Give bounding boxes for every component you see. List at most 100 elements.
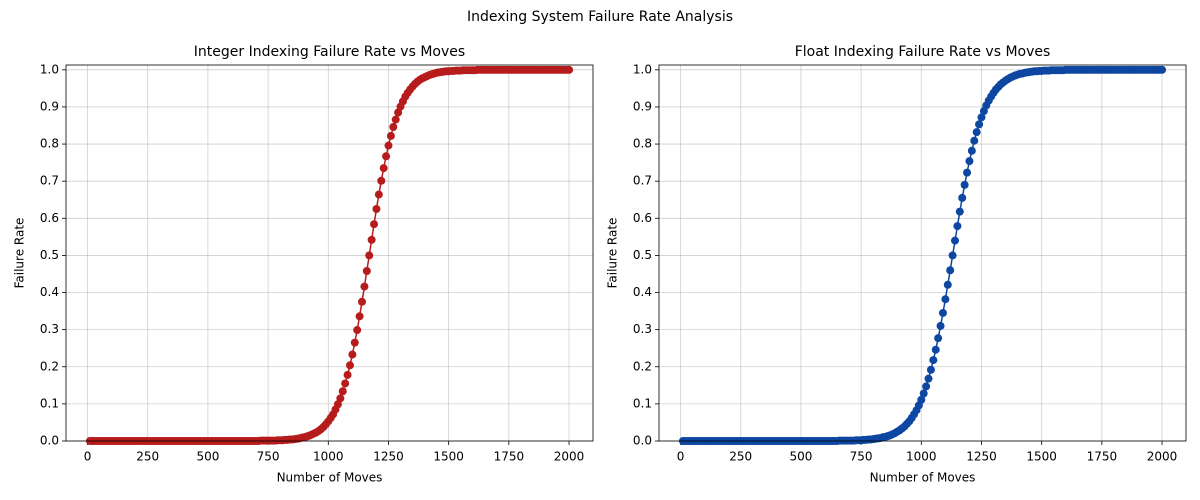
data-point — [348, 350, 357, 359]
y-tick-label: 1.0 — [633, 62, 652, 76]
data-point — [926, 365, 935, 374]
y-tick-label: 0.4 — [633, 285, 652, 299]
x-tick-label: 1000 — [313, 450, 344, 464]
y-tick-label: 0.9 — [633, 99, 652, 113]
data-point — [958, 193, 967, 202]
x-tick-label: 500 — [789, 450, 812, 464]
data-point — [338, 387, 347, 396]
x-tick-label: 1250 — [373, 450, 404, 464]
data-point — [379, 164, 388, 173]
data-point — [345, 361, 354, 370]
y-tick-label: 0.0 — [40, 434, 59, 448]
axes-frame — [658, 64, 1187, 442]
y-tick-label: 0.3 — [40, 322, 59, 336]
data-point — [360, 282, 369, 291]
y-tick-label: 1.0 — [40, 62, 59, 76]
data-point — [955, 207, 964, 216]
data-point — [370, 220, 379, 229]
data-point — [975, 120, 984, 129]
y-tick-label: 0.5 — [40, 248, 59, 262]
data-point — [343, 370, 352, 379]
data-point — [391, 115, 400, 124]
data-point — [931, 345, 940, 354]
x-tick-label: 250 — [136, 450, 159, 464]
data-point — [1158, 65, 1167, 74]
data-point — [350, 338, 359, 347]
data-point — [934, 334, 943, 343]
data-point — [941, 295, 950, 304]
data-point — [917, 395, 926, 404]
figure-title: Indexing System Failure Rate Analysis — [467, 9, 733, 25]
data-point — [384, 141, 393, 150]
data-point — [922, 382, 931, 391]
data-point — [951, 236, 960, 245]
axes-frame — [65, 64, 594, 442]
x-tick-label: 1500 — [433, 450, 464, 464]
data-point — [967, 146, 976, 155]
x-tick-label: 1500 — [1026, 450, 1057, 464]
data-point — [960, 180, 969, 189]
y-tick-label: 0.8 — [633, 137, 652, 151]
x-axis-label: Number of Moves — [870, 471, 976, 485]
y-tick-label: 0.7 — [633, 174, 652, 188]
data-point — [924, 374, 933, 383]
y-tick-label: 0.1 — [633, 396, 652, 410]
x-tick-label: 750 — [257, 450, 280, 464]
x-tick-label: 2000 — [1147, 450, 1178, 464]
x-axis-label: Number of Moves — [277, 471, 383, 485]
data-point — [929, 356, 938, 365]
data-point — [919, 389, 928, 398]
data-point — [948, 251, 957, 260]
data-point — [386, 131, 395, 140]
data-point — [565, 65, 574, 74]
subplot-title: Float Indexing Failure Rate vs Moves — [795, 44, 1051, 60]
y-tick-label: 0.5 — [633, 248, 652, 262]
x-tick-label: 1750 — [1087, 450, 1118, 464]
y-axis-label: Failure Rate — [13, 218, 27, 289]
data-point — [372, 205, 381, 214]
x-tick-label: 750 — [850, 450, 873, 464]
x-tick-label: 1000 — [906, 450, 937, 464]
data-point — [365, 251, 374, 260]
x-tick-label: 0 — [677, 450, 685, 464]
x-tick-label: 500 — [196, 450, 219, 464]
y-tick-label: 0.8 — [40, 137, 59, 151]
x-tick-label: 2000 — [554, 450, 585, 464]
data-point — [336, 394, 345, 403]
y-axis-label: Failure Rate — [606, 218, 620, 289]
data-point — [362, 267, 371, 276]
data-point — [972, 128, 981, 137]
data-point — [358, 297, 367, 306]
y-tick-label: 0.7 — [40, 174, 59, 188]
data-point — [965, 157, 974, 166]
data-point — [946, 266, 955, 275]
data-point — [377, 176, 386, 185]
x-tick-label: 0 — [84, 450, 92, 464]
y-tick-label: 0.1 — [40, 396, 59, 410]
y-tick-label: 0.6 — [633, 211, 652, 225]
data-point — [353, 326, 362, 335]
data-point — [341, 379, 350, 388]
data-point — [953, 222, 962, 231]
x-tick-label: 1250 — [966, 450, 997, 464]
x-tick-label: 250 — [729, 450, 752, 464]
data-point — [374, 190, 383, 199]
data-point — [355, 312, 364, 321]
y-tick-label: 0.0 — [633, 434, 652, 448]
y-tick-label: 0.4 — [40, 285, 59, 299]
y-tick-label: 0.2 — [633, 359, 652, 373]
y-tick-label: 0.3 — [633, 322, 652, 336]
data-point — [943, 280, 952, 289]
data-point — [382, 152, 391, 161]
data-point — [367, 235, 376, 244]
x-tick-label: 1750 — [494, 450, 525, 464]
data-point — [977, 113, 986, 122]
data-point — [963, 168, 972, 177]
y-tick-label: 0.9 — [40, 99, 59, 113]
data-point — [938, 308, 947, 317]
y-tick-label: 0.2 — [40, 359, 59, 373]
data-point — [936, 321, 945, 330]
subplot-title: Integer Indexing Failure Rate vs Moves — [194, 44, 465, 60]
y-tick-label: 0.6 — [40, 211, 59, 225]
